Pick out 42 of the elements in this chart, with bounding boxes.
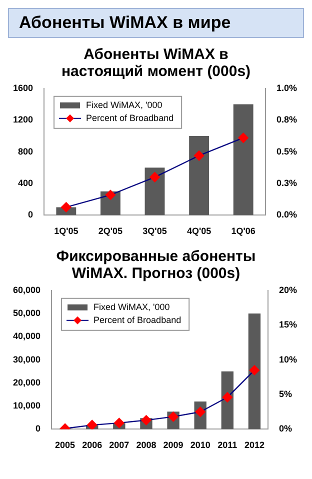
y2-tick-label: 0.3% xyxy=(276,178,297,188)
x-tick-label: 2009 xyxy=(163,440,184,450)
x-tick-label: 2Q'05 xyxy=(98,226,123,236)
x-tick-label: 2010 xyxy=(190,440,210,450)
x-tick-label: 2011 xyxy=(218,440,238,450)
y-tick-label: 10,000 xyxy=(12,400,41,411)
y2-tick-label: 1.0% xyxy=(276,82,297,93)
x-tick-label: 1Q'06 xyxy=(231,226,256,236)
y-tick-label: 50,000 xyxy=(12,308,41,318)
legend-label: Percent of Broadband xyxy=(94,314,182,325)
x-tick-label: 2012 xyxy=(244,440,264,450)
chart-title: Фиксированные абоненты WiMAX. Прогноз (000s) xyxy=(55,248,257,282)
y-tick-label: 1600 xyxy=(12,82,34,93)
y-tick-label: 20,000 xyxy=(12,377,41,388)
legend-label: Fixed WiMAX, '000 xyxy=(94,302,170,312)
y2-tick-label: 20% xyxy=(278,284,297,295)
y-tick-label: 60,000 xyxy=(12,284,41,295)
y2-tick-label: 0.0% xyxy=(276,210,297,220)
y2-tick-label: 10% xyxy=(278,354,297,364)
chart-title: Абоненты WiMAX в настоящий момент (000s) xyxy=(60,46,252,80)
legend-label: Fixed WiMAX, '000 xyxy=(86,100,162,110)
y2-tick-label: 0.5% xyxy=(276,146,297,156)
x-tick-label: 2007 xyxy=(109,440,130,450)
y2-tick-label: 0% xyxy=(278,424,292,434)
x-tick-label: 3Q'05 xyxy=(142,226,167,236)
x-tick-label: 1Q'05 xyxy=(54,226,78,236)
legend-label: Percent of Broadband xyxy=(86,112,174,123)
y2-tick-label: 0.8% xyxy=(276,114,297,125)
y-tick-label: 0 xyxy=(28,210,34,220)
y-tick-label: 30,000 xyxy=(12,354,41,364)
x-tick-label: 2008 xyxy=(136,440,156,450)
y-tick-label: 1200 xyxy=(12,114,34,125)
text: Абоненты WiMAX в мире xyxy=(8,8,304,38)
y-tick-label: 400 xyxy=(18,178,34,188)
y2-tick-label: 15% xyxy=(278,320,297,330)
y-tick-label: 0 xyxy=(36,424,41,434)
y2-tick-label: 5% xyxy=(278,388,292,399)
x-tick-label: 2006 xyxy=(82,440,102,450)
x-tick-label: 2005 xyxy=(55,440,76,450)
y-tick-label: 40,000 xyxy=(12,331,41,342)
y-tick-label: 800 xyxy=(18,146,34,156)
x-tick-label: 4Q'05 xyxy=(186,226,212,236)
